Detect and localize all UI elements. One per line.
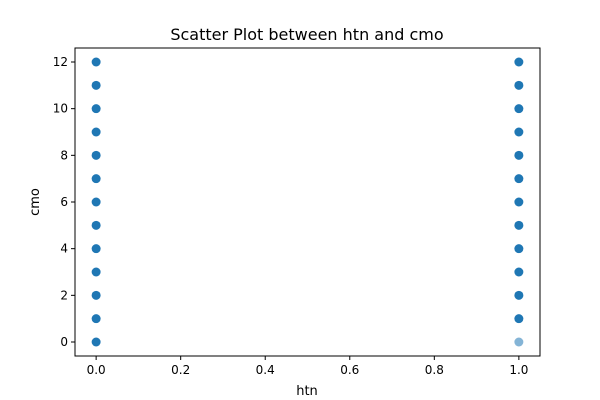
y-tick-label: 6 <box>60 195 68 209</box>
data-point <box>514 104 524 114</box>
data-point <box>91 150 101 160</box>
y-tick-label: 0 <box>60 335 68 349</box>
x-tick-label: 0.8 <box>425 363 444 377</box>
data-point <box>514 174 524 184</box>
x-tick-label: 0.0 <box>87 363 106 377</box>
data-point <box>91 174 101 184</box>
data-point <box>514 337 524 347</box>
data-point <box>514 267 524 277</box>
data-points <box>91 57 524 347</box>
data-point <box>91 314 101 324</box>
data-point <box>514 290 524 300</box>
data-point <box>91 104 101 114</box>
axes-frame <box>74 47 541 357</box>
x-tick-label: 0.6 <box>340 363 359 377</box>
y-tick-label: 12 <box>53 55 68 69</box>
data-point <box>514 80 524 90</box>
data-point <box>514 57 524 67</box>
data-point <box>514 244 524 254</box>
y-axis-label: cmo <box>28 188 43 216</box>
data-point <box>91 80 101 90</box>
y-tick-label: 4 <box>60 242 68 256</box>
data-point <box>91 197 101 207</box>
data-point <box>514 150 524 160</box>
data-point <box>91 290 101 300</box>
x-tick-label: 0.2 <box>171 363 190 377</box>
data-point <box>91 267 101 277</box>
x-axis-label: htn <box>296 384 318 399</box>
data-point <box>91 244 101 254</box>
data-point <box>91 220 101 230</box>
x-tick-label: 1.0 <box>509 363 528 377</box>
data-point <box>514 220 524 230</box>
chart-title: Scatter Plot between htn and cmo <box>170 25 443 44</box>
data-point <box>91 337 101 347</box>
data-point <box>514 197 524 207</box>
y-tick-label: 10 <box>53 102 68 116</box>
x-axis-ticks: 0.0 0.2 0.4 0.6 0.8 1.0 <box>87 356 528 377</box>
y-axis-ticks: 0 2 4 6 8 10 12 <box>53 55 75 349</box>
y-tick-label: 2 <box>60 288 68 302</box>
y-tick-label: 8 <box>60 148 68 162</box>
data-point <box>91 127 101 137</box>
x-tick-label: 0.4 <box>256 363 275 377</box>
data-point <box>514 127 524 137</box>
data-point <box>91 57 101 67</box>
data-point <box>514 314 524 324</box>
plot-area: 0.0 0.2 0.4 0.6 0.8 1.0 0 2 4 6 8 10 12 <box>53 47 541 377</box>
